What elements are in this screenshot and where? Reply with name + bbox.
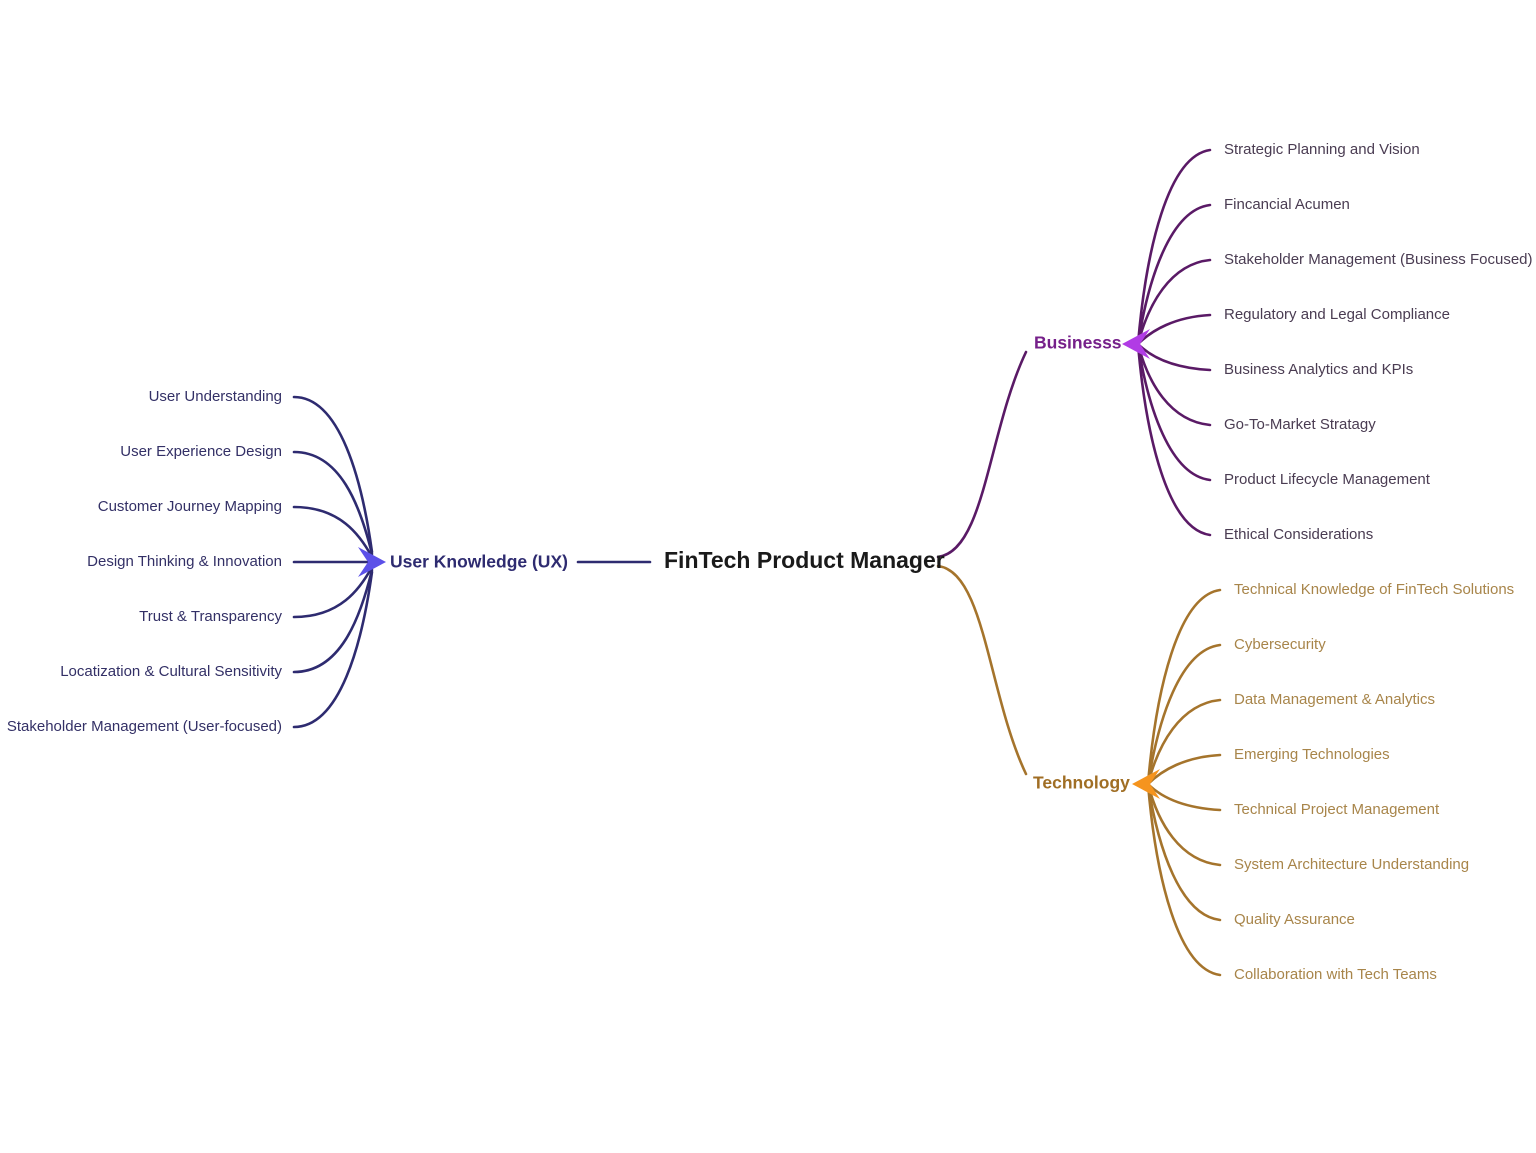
edge-biz-5 [1136,342,1212,427]
leaf-node-user-understanding: User Understanding [148,388,282,405]
branch-node-user-knowledge-ux: User Knowledge (UX) [390,551,568,572]
edge-center-technology [936,564,1028,776]
edge-ux-0 [292,395,374,554]
edge-biz-2 [1136,258,1212,346]
branch-node-technology: Technology [1033,772,1130,793]
leaf-node-stakeholder-management-business-focused: Stakeholder Management (Business Focused… [1224,251,1533,268]
edge-tech-4 [1146,782,1222,812]
root-node-fintech-product-manager: FinTech Product Manager [664,547,945,574]
leaf-node-technical-knowledge-of-fintech-solutions: Technical Knowledge of FinTech Solutions [1234,581,1515,598]
leaf-node-stakeholder-management-user-focused: Stakeholder Management (User-focused) [6,718,282,735]
leaf-node-fincancial-acumen: Fincancial Acumen [1224,196,1350,213]
leaf-node-system-architecture-understanding: System Architecture Understanding [1234,856,1470,873]
branch-node-business: Businesss [1034,332,1122,353]
edge-biz-1 [1136,203,1212,346]
edge-ux-1 [292,450,374,556]
edge-center-business [936,350,1028,559]
leaf-node-user-experience-design: User Experience Design [120,443,282,460]
edge-ux-2 [292,505,374,559]
edge-tech-3 [1146,753,1222,786]
leaf-node-cybersecurity: Cybersecurity [1234,636,1326,653]
edge-ux-5 [292,568,374,674]
leaf-node-design-thinking-innovation: Design Thinking & Innovation [87,553,282,570]
edge-tech-1 [1146,643,1222,786]
edge-biz-7 [1136,342,1212,537]
edge-biz-0 [1136,148,1212,346]
leaf-node-collaboration-with-tech-teams: Collaboration with Tech Teams [1234,966,1437,983]
leaf-node-ethical-considerations: Ethical Considerations [1224,526,1374,543]
ux-hub-arrow-icon [358,547,386,577]
leaf-node-technical-project-management: Technical Project Management [1234,801,1440,818]
leaf-node-quality-assurance: Quality Assurance [1234,911,1355,928]
edge-biz-6 [1136,342,1212,482]
leaf-node-trust-transparency: Trust & Transparency [139,608,282,625]
edge-biz-3 [1136,313,1212,346]
leaf-node-business-analytics-and-kpis: Business Analytics and KPIs [1224,361,1414,378]
leaf-node-emerging-technologies: Emerging Technologies [1234,746,1390,763]
edge-tech-6 [1146,782,1222,922]
edge-tech-5 [1146,782,1222,867]
leaf-node-customer-journey-mapping: Customer Journey Mapping [97,498,282,515]
edge-tech-7 [1146,782,1222,977]
edge-ux-4 [292,565,374,619]
technology-hub-arrow-icon [1132,769,1160,799]
leaf-node-strategic-planning-and-vision: Strategic Planning and Vision [1224,141,1420,158]
edge-tech-2 [1146,698,1222,786]
leaf-node-data-management-analytics: Data Management & Analytics [1234,691,1435,708]
leaf-node-go-to-market-stratagy: Go-To-Market Stratagy [1224,416,1376,433]
edge-biz-4 [1136,342,1212,372]
business-hub-arrow-icon [1122,329,1150,359]
leaf-node-product-lifecycle-management: Product Lifecycle Management [1224,471,1430,488]
edge-tech-0 [1146,588,1222,786]
leaf-node-locatization-cultural-sensitivity: Locatization & Cultural Sensitivity [60,663,282,680]
edge-ux-6 [292,570,374,729]
leaf-node-regulatory-and-legal-compliance: Regulatory and Legal Compliance [1224,306,1450,323]
